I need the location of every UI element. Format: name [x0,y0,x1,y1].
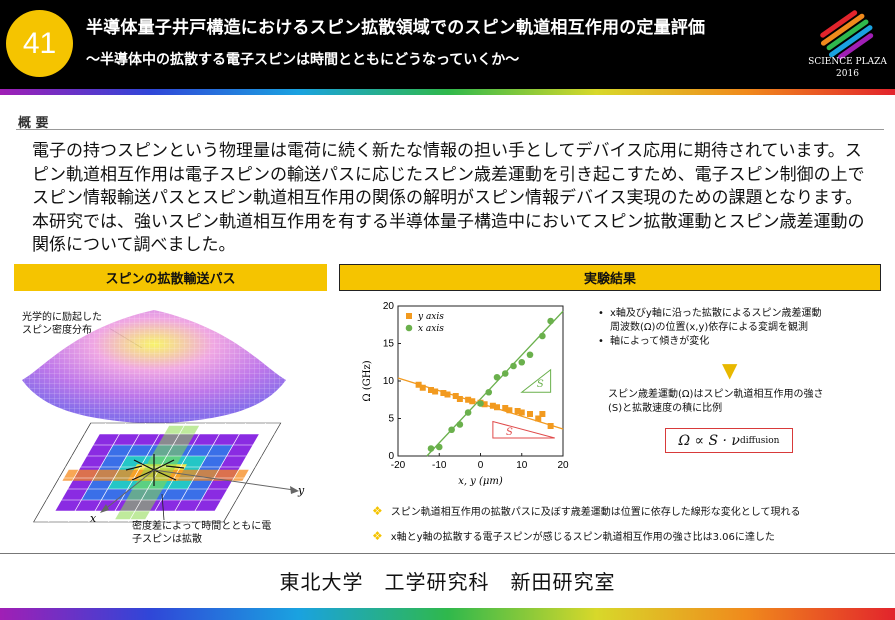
data-point-y-axis [432,388,439,395]
y-tick-label: 20 [383,301,395,312]
data-point-x-axis [456,421,464,428]
data-point-x-axis [501,370,509,377]
data-point-y-axis [452,393,459,399]
x-axis-label: x [90,512,97,525]
data-point-y-axis [518,409,525,416]
data-point-x-axis [435,443,443,451]
data-point-y-axis [419,384,426,391]
x-tick-label: 10 [516,460,528,471]
x-tick-label: -10 [432,460,447,471]
y-tick-label: 5 [388,414,394,425]
data-point-y-axis [444,391,451,398]
left-panel-title: スピンの拡散輸送パス [14,264,327,291]
proportionality-formula: Ω ∝ S · ν diffusion [665,428,793,453]
data-point-y-axis [535,415,542,422]
legend-label: x axis [418,324,444,334]
data-point-y-axis [502,405,509,411]
x-axis-line [103,469,155,511]
diamond-bullet-icon: ❖ [372,528,383,543]
arrow-down-icon: ▼ [722,358,738,382]
diffusion-arrows [125,454,185,486]
conclusion-note-2: ❖ x軸とy軸の拡散する電子スピンが感じるスピン軌道相互作用の強さ比は3.06に達… [372,528,775,544]
data-point-y-axis [547,423,554,429]
data-point-y-axis [415,381,422,388]
right-panel-title: 実験結果 [339,264,881,291]
data-point-y-axis [428,387,434,393]
x-tick-label: -20 [391,460,406,471]
data-point-y-axis [514,408,521,414]
data-point-y-axis [456,396,463,402]
result-bullets: x軸及びy軸に沿った拡散によるスピン歳差運動 周波数(Ω)の位置(x,y)依存に… [594,307,884,349]
y-axis-title: Ω (GHz) [362,360,373,401]
data-point-y-axis [440,390,447,396]
data-point-x-axis [477,400,484,407]
diffusion-grid [33,422,282,523]
data-point-y-axis [527,411,533,417]
data-point-y-axis [481,401,488,408]
spin-density-label: 光学的に励起した スピン密度分布 [22,312,102,336]
data-point-x-axis [526,351,534,359]
logo-caption: SCIENCE PLAZA 2016 [808,57,887,79]
data-point-x-axis [493,373,501,381]
diffusion-label: 密度差によって時間とともに電 子スピンは拡散 [132,521,272,545]
data-point-x-axis [510,362,517,370]
slope-triangle-y [492,420,555,439]
y-tick-label: 10 [383,376,395,387]
result-statement: スピン歳差運動(Ω)はスピン軌道相互作用の強さ (S)と拡散速度の積に比例 [608,389,824,414]
label-pointer-line-2 [161,493,165,521]
bullet-slope: 軸によって傾きが変化 [594,335,884,349]
y-axis-label: y [297,484,305,497]
data-point-y-axis [494,404,500,411]
bullet-observation: x軸及びy軸に沿った拡散によるスピン歳差運動 周波数(Ω)の位置(x,y)依存に… [594,307,884,335]
x-axis-title: x, y (μm) [458,476,503,487]
poster-title: 半導体量子井戸構造におけるスピン拡散領域でのスピン軌道相互作用の定量評価 [86,18,706,38]
diamond-bullet-icon: ❖ [372,503,383,518]
data-point-y-axis [465,396,472,403]
footer-organization: 東北大学 工学研究科 新田研究室 [279,570,616,594]
slope-triangle-x [520,368,552,393]
legend-marker [405,324,413,332]
data-point-y-axis [469,398,476,405]
y-tick-label: 0 [388,451,394,462]
slope-label-x: S [537,379,544,390]
legend-marker [406,313,412,319]
data-point-x-axis [539,332,546,340]
data-point-x-axis [448,426,455,434]
poster-number-badge: 41 [6,10,73,77]
slope-label-y: S [506,427,513,438]
y-tick-label: 15 [383,339,395,350]
poster-subtitle: ～半導体中の拡散する電子スピンは時間とともにどうなっていくか～ [86,52,520,68]
data-point-y-axis [506,407,513,414]
data-point-x-axis [464,409,472,416]
header-bar: 41 半導体量子井戸構造におけるスピン拡散領域でのスピン軌道相互作用の定量評価 … [0,0,895,89]
spin-diffusion-illustration: x y [22,310,305,525]
x-tick-label: 0 [478,460,484,471]
data-point-y-axis [489,402,496,409]
rainbow-stripe-top [0,89,895,95]
data-point-x-axis [485,388,493,396]
rainbow-stripe-bottom [0,608,895,620]
overview-text: 電子の持つスピンという物理量は電荷に続く新たな情報の担い手としてデバイス応用に期… [32,141,865,255]
conclusion-note-1: ❖ スピン軌道相互作用の拡散パスに及ぼす歳差運動は位置に依存した線形な変化として現… [372,503,801,519]
science-plaza-logo-icon [820,10,874,60]
overview-divider [16,129,884,130]
data-point-x-axis [547,317,554,325]
data-point-y-axis [539,411,546,417]
x-tick-label: 20 [557,460,569,471]
overview-label: 概 要 [18,116,49,131]
y-axis-line [153,469,295,491]
data-point-x-axis [427,445,435,452]
data-point-x-axis [518,358,526,366]
omega-vs-position-chart: -20 -10 0 10 20 0 5 10 15 20 x, y (μm) Ω (GHz) S Sy a… [362,301,569,487]
legend-label: y axis [417,312,444,322]
footer-divider [0,553,895,554]
